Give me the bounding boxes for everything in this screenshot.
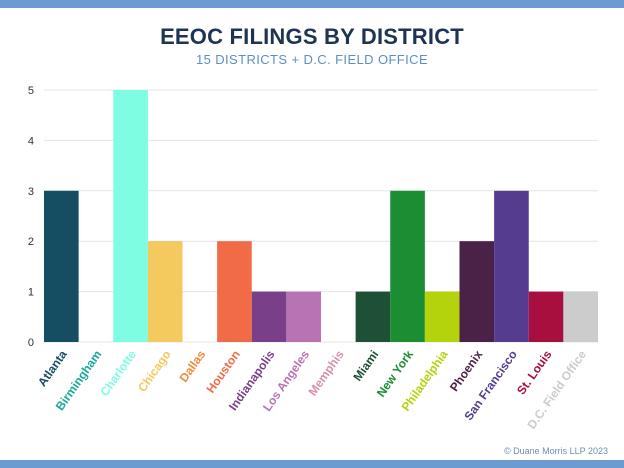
- bar-indianapolis: [251, 291, 287, 342]
- x-tick-label: Chicago: [135, 348, 174, 395]
- bar-new-york: [390, 190, 425, 342]
- y-axis-ticks: 0 1 2 3 4 5: [28, 85, 34, 349]
- bar-philadelphia: [424, 291, 460, 342]
- copyright-notice: © Duane Morris LLP 2023: [503, 446, 608, 456]
- bar-los-angeles: [286, 291, 321, 342]
- bar-san-francisco: [494, 190, 529, 342]
- bar-houston: [217, 241, 252, 342]
- x-tick-label: Phoenix: [447, 347, 485, 394]
- x-tick-label: Dallas: [177, 347, 209, 384]
- bar-st-louis: [528, 291, 564, 342]
- x-tick-label: Charlotte: [97, 347, 139, 398]
- bar-miami: [355, 291, 391, 342]
- y-tick-label: 3: [28, 186, 34, 198]
- top-frame-bar: [0, 0, 624, 8]
- chart-subtitle: 15 DISTRICTS + D.C. FIELD OFFICE: [195, 52, 429, 67]
- y-tick-label: 1: [28, 287, 34, 299]
- bars: [44, 90, 598, 342]
- bottom-frame-bar: [0, 460, 624, 468]
- bar-charlotte: [113, 90, 148, 342]
- bar-phoenix: [459, 241, 495, 342]
- bar-d-c-field-office: [563, 291, 598, 342]
- x-tick-label: Memphis: [305, 347, 346, 398]
- x-tick-label: Miami: [350, 348, 381, 384]
- y-tick-label: 0: [28, 337, 34, 349]
- y-tick-label: 4: [28, 135, 34, 147]
- bar-atlanta: [44, 190, 79, 342]
- bar-chicago: [147, 241, 183, 342]
- chart-title: EEOC FILINGS BY DISTRICT: [160, 24, 464, 49]
- x-tick-label: Atlanta: [35, 347, 70, 389]
- y-tick-label: 2: [28, 236, 34, 248]
- y-tick-label: 5: [28, 85, 34, 97]
